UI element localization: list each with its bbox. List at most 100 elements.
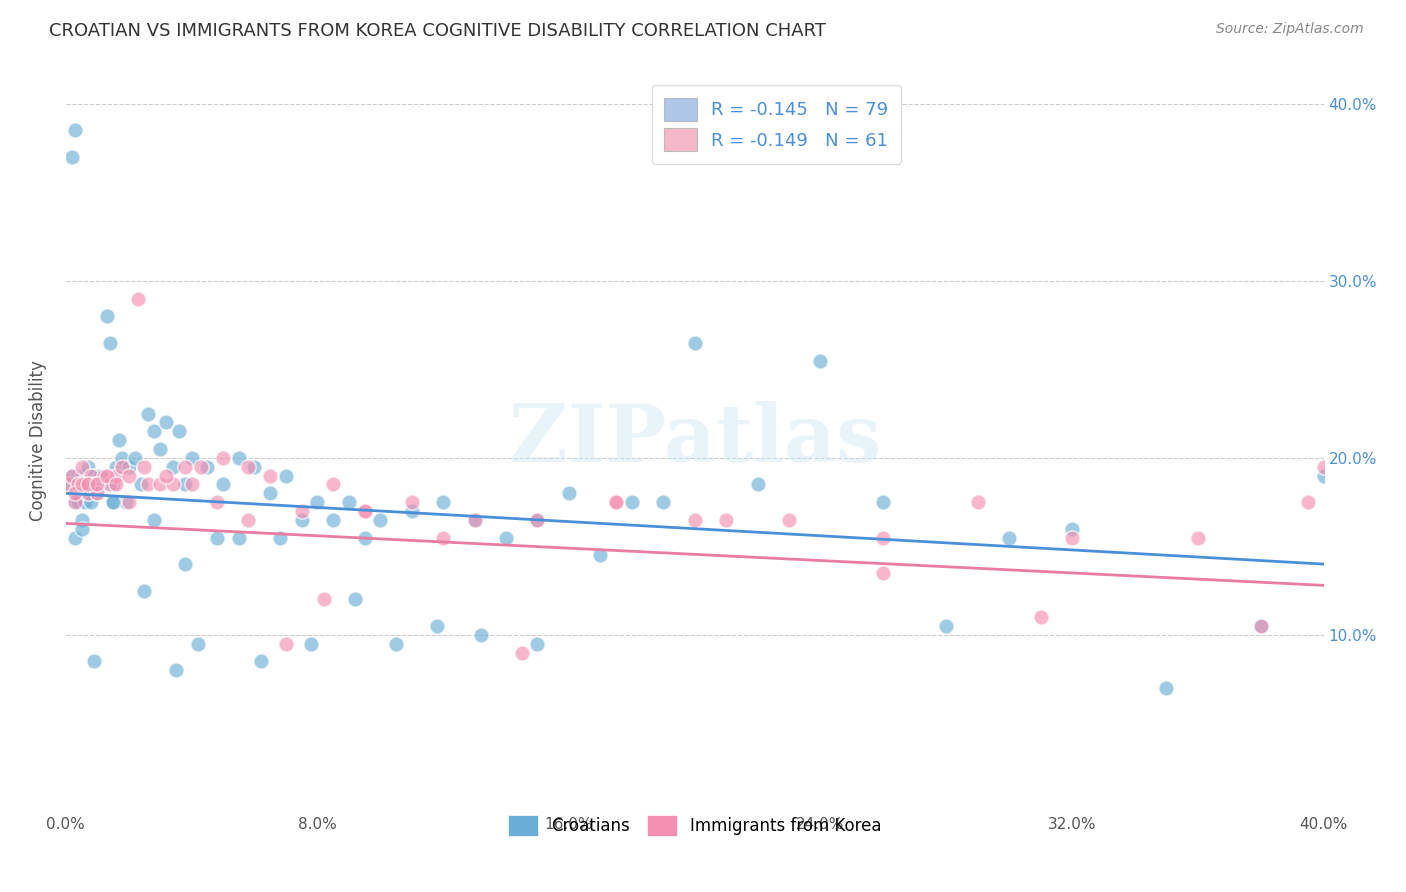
- Point: [1250, 619, 1272, 633]
- Point: [76, 486, 98, 500]
- Point: [83, 477, 105, 491]
- Point: [70, 522, 93, 536]
- Point: [118, 468, 141, 483]
- Point: [105, 477, 128, 491]
- Point: [589, 548, 612, 562]
- Point: [526, 513, 548, 527]
- Point: [368, 513, 391, 527]
- Point: [162, 459, 184, 474]
- Point: [243, 459, 266, 474]
- Point: [238, 513, 260, 527]
- Point: [1312, 468, 1334, 483]
- Point: [58, 477, 80, 491]
- Point: [105, 468, 128, 483]
- Point: [426, 619, 449, 633]
- Point: [205, 495, 228, 509]
- Point: [1156, 681, 1178, 695]
- Point: [337, 495, 360, 509]
- Point: [1296, 495, 1319, 509]
- Point: [70, 477, 93, 491]
- Point: [174, 477, 197, 491]
- Point: [108, 433, 131, 447]
- Point: [134, 459, 156, 474]
- Point: [70, 468, 93, 483]
- Point: [162, 477, 184, 491]
- Point: [105, 459, 128, 474]
- Point: [299, 637, 322, 651]
- Point: [174, 557, 197, 571]
- Point: [167, 425, 190, 439]
- Point: [526, 513, 548, 527]
- Point: [1029, 610, 1052, 624]
- Point: [238, 459, 260, 474]
- Point: [136, 407, 159, 421]
- Point: [312, 592, 335, 607]
- Point: [136, 477, 159, 491]
- Point: [401, 495, 423, 509]
- Text: CROATIAN VS IMMIGRANTS FROM KOREA COGNITIVE DISABILITY CORRELATION CHART: CROATIAN VS IMMIGRANTS FROM KOREA COGNIT…: [49, 22, 827, 40]
- Point: [165, 663, 187, 677]
- Point: [195, 459, 218, 474]
- Point: [70, 459, 93, 474]
- Point: [111, 459, 134, 474]
- Point: [558, 486, 581, 500]
- Point: [778, 513, 800, 527]
- Point: [495, 531, 517, 545]
- Point: [872, 495, 894, 509]
- Point: [1312, 459, 1334, 474]
- Point: [259, 486, 281, 500]
- Point: [205, 531, 228, 545]
- Text: Source: ZipAtlas.com: Source: ZipAtlas.com: [1216, 22, 1364, 37]
- Point: [67, 477, 90, 491]
- Point: [228, 531, 250, 545]
- Point: [510, 646, 533, 660]
- Point: [291, 504, 314, 518]
- Point: [683, 335, 706, 350]
- Point: [180, 450, 202, 465]
- Point: [353, 504, 375, 518]
- Point: [714, 513, 737, 527]
- Point: [60, 468, 83, 483]
- Point: [58, 477, 80, 491]
- Point: [432, 495, 454, 509]
- Point: [212, 450, 235, 465]
- Point: [470, 628, 492, 642]
- Point: [142, 425, 165, 439]
- Point: [65, 123, 87, 137]
- Point: [174, 459, 197, 474]
- Point: [65, 486, 87, 500]
- Point: [65, 495, 87, 509]
- Point: [322, 513, 344, 527]
- Point: [353, 531, 375, 545]
- Point: [73, 495, 96, 509]
- Point: [872, 566, 894, 580]
- Legend: Croatians, Immigrants from Korea: Croatians, Immigrants from Korea: [499, 806, 890, 845]
- Point: [80, 468, 103, 483]
- Text: ZIPatlas: ZIPatlas: [509, 401, 880, 479]
- Point: [155, 416, 177, 430]
- Y-axis label: Cognitive Disability: Cognitive Disability: [30, 359, 46, 521]
- Point: [124, 450, 146, 465]
- Point: [1060, 522, 1083, 536]
- Point: [274, 468, 297, 483]
- Point: [101, 495, 124, 509]
- Point: [86, 486, 108, 500]
- Point: [96, 468, 118, 483]
- Point: [80, 495, 103, 509]
- Point: [98, 335, 121, 350]
- Point: [76, 477, 98, 491]
- Point: [353, 504, 375, 518]
- Point: [291, 513, 314, 527]
- Point: [1187, 531, 1209, 545]
- Point: [86, 486, 108, 500]
- Point: [86, 477, 108, 491]
- Point: [966, 495, 988, 509]
- Point: [344, 592, 367, 607]
- Point: [134, 583, 156, 598]
- Point: [118, 459, 141, 474]
- Point: [76, 459, 98, 474]
- Point: [274, 637, 297, 651]
- Point: [149, 477, 172, 491]
- Point: [60, 468, 83, 483]
- Point: [228, 450, 250, 465]
